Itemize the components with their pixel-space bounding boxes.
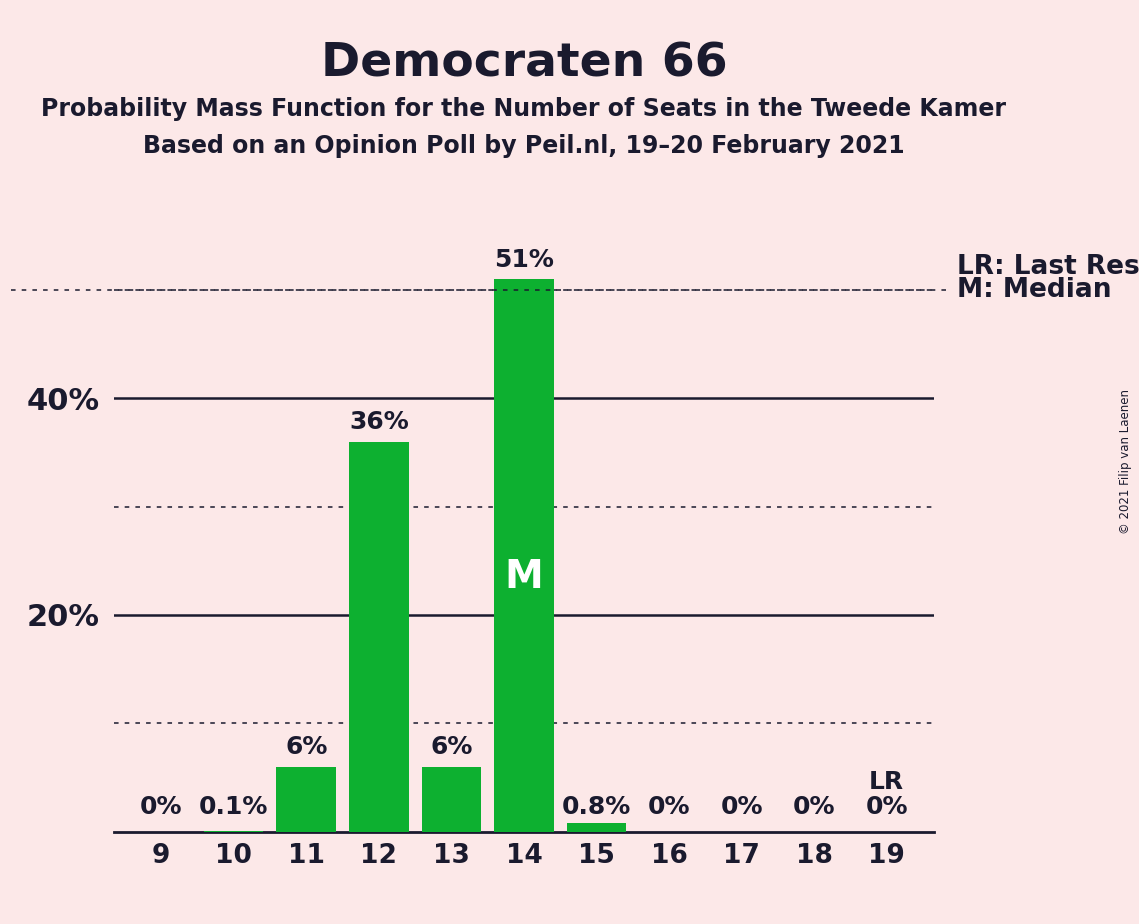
Text: LR: Last Result: LR: Last Result xyxy=(957,254,1139,280)
Text: 0.1%: 0.1% xyxy=(199,795,269,819)
Bar xyxy=(277,767,336,832)
Text: 0%: 0% xyxy=(866,795,908,819)
Bar xyxy=(421,767,481,832)
Bar xyxy=(204,831,263,832)
Text: Democraten 66: Democraten 66 xyxy=(320,42,728,87)
Text: M: Median: M: Median xyxy=(957,277,1112,303)
Text: LR: LR xyxy=(869,770,904,794)
Text: Based on an Opinion Poll by Peil.nl, 19–20 February 2021: Based on an Opinion Poll by Peil.nl, 19–… xyxy=(144,134,904,158)
Text: © 2021 Filip van Laenen: © 2021 Filip van Laenen xyxy=(1118,390,1132,534)
Text: 6%: 6% xyxy=(285,735,327,759)
Text: Probability Mass Function for the Number of Seats in the Tweede Kamer: Probability Mass Function for the Number… xyxy=(41,97,1007,121)
Text: 36%: 36% xyxy=(349,410,409,434)
Text: 0%: 0% xyxy=(648,795,690,819)
Text: 0%: 0% xyxy=(720,795,763,819)
Bar xyxy=(567,823,626,832)
Bar xyxy=(494,279,554,832)
Text: 51%: 51% xyxy=(494,248,554,272)
Text: 0%: 0% xyxy=(793,795,836,819)
Text: M: M xyxy=(505,558,543,597)
Text: 6%: 6% xyxy=(431,735,473,759)
Text: 0%: 0% xyxy=(140,795,182,819)
Bar xyxy=(349,442,409,832)
Text: 0.8%: 0.8% xyxy=(562,795,631,819)
